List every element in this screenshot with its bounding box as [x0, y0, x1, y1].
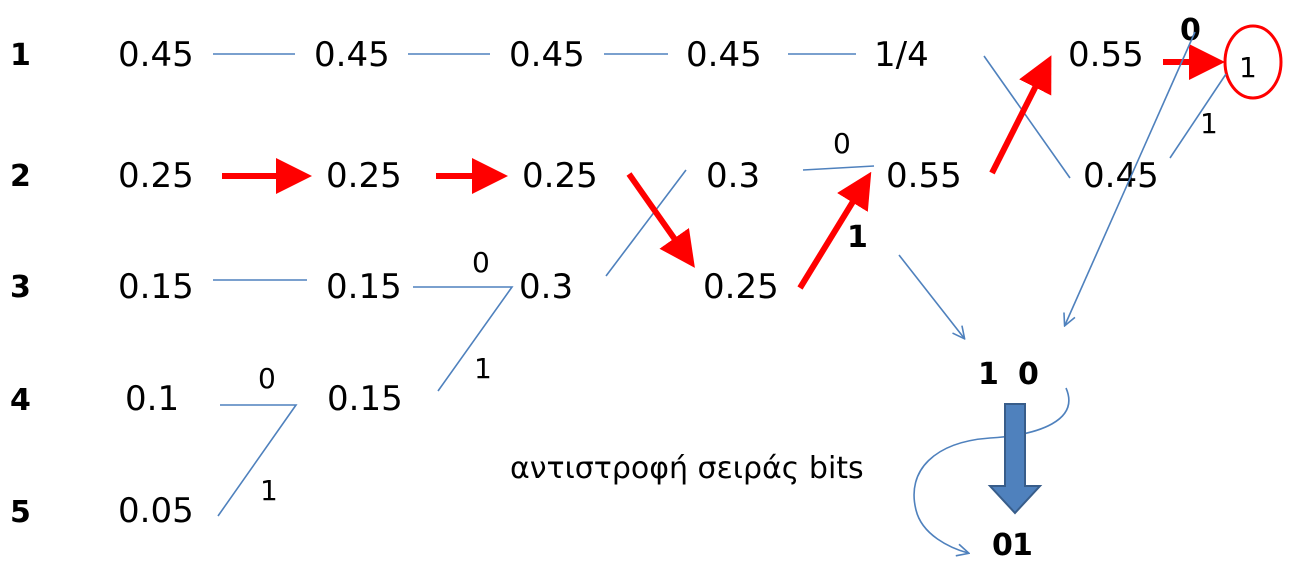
c4-node-2: 0.55: [886, 156, 962, 196]
row-label-4: 4: [10, 383, 31, 418]
reverse-caption: αντιστροφή σειράς bits: [510, 451, 864, 486]
c0-node-2: 0.25: [118, 156, 194, 196]
reversed-bit-second: 1: [1012, 528, 1033, 563]
row-label-3: 3: [10, 270, 31, 305]
merge-4-bottom-connector: [1169, 73, 1227, 159]
row-label-5: 5: [10, 495, 31, 530]
connector-c4-row1-c5-row2: [983, 55, 1071, 179]
merge-4-bit-zero: 0: [1180, 13, 1201, 48]
merge-4-bit-one: 1: [1200, 107, 1218, 140]
merge-3-top-connector: [802, 165, 875, 171]
c0-node-4: 0.1: [125, 379, 179, 419]
path-arrow-4: [797, 171, 872, 290]
c2-node-2: 0.25: [522, 156, 598, 196]
collect-arrow-bit0: [1065, 31, 1196, 325]
merge-2-bit-zero: 0: [472, 246, 490, 279]
codeword-bit-first: 1: [978, 357, 999, 392]
collect-arrow-bit1: [898, 254, 964, 338]
c0-node-5: 0.05: [118, 491, 194, 531]
merge-1-bracket: [217, 404, 298, 517]
path-arrow-5: [989, 55, 1052, 175]
c2-node-1: 0.45: [509, 35, 585, 75]
c1-node-4: 0.15: [327, 379, 403, 419]
c4-node-1: 1/4: [874, 35, 929, 75]
row-label-2: 2: [10, 159, 31, 194]
merge-2-bit-one: 1: [474, 352, 492, 385]
c2-node-3: 0.3: [519, 267, 573, 307]
c3-node-2: 0.3: [706, 156, 760, 196]
c1-node-3: 0.15: [326, 267, 402, 307]
swap-curved-arrow: [913, 387, 1070, 553]
root-circle: [1223, 24, 1283, 100]
c0-node-3: 0.15: [118, 267, 194, 307]
codeword-bit-second: 0: [1018, 357, 1039, 392]
connector-c2-row3-c3-row2: [605, 169, 687, 277]
merge-2-bracket: [413, 286, 514, 392]
row-label-1: 1: [10, 38, 31, 73]
reversed-bit-first: 0: [992, 528, 1013, 563]
reverse-down-arrow: [987, 403, 1043, 515]
c6-node-root: 1: [1239, 51, 1257, 84]
merge-3-bit-zero: 0: [833, 127, 851, 160]
c1-node-1: 0.45: [314, 35, 390, 75]
c1-node-2: 0.25: [326, 156, 402, 196]
c0-node-1: 0.45: [118, 35, 194, 75]
c5-node-2: 0.45: [1083, 156, 1159, 196]
c3-node-3: 0.25: [703, 267, 779, 307]
merge-3-bit-one: 1: [847, 220, 868, 255]
path-arrow-3: [626, 172, 695, 268]
merge-1-bit-one: 1: [260, 474, 278, 507]
c5-node-1: 0.55: [1068, 35, 1144, 75]
merge-1-bit-zero: 0: [258, 362, 276, 395]
c3-node-1: 0.45: [686, 35, 762, 75]
